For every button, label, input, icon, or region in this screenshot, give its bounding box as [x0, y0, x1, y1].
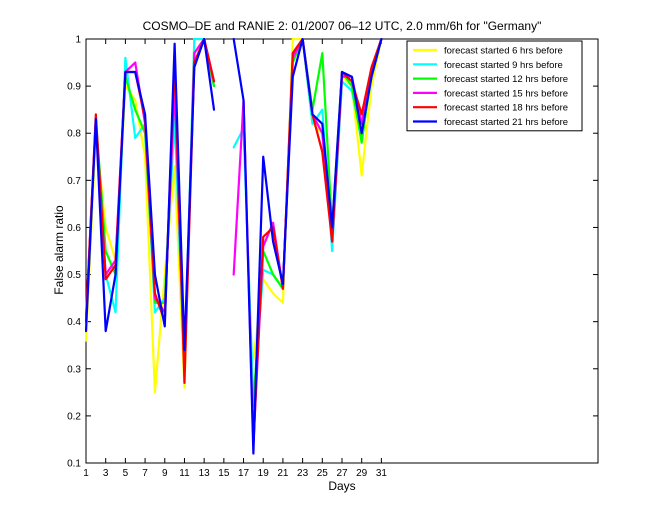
legend-box	[406, 40, 583, 132]
x-tick-label: 11	[179, 468, 190, 479]
y-tick-label: 0.6	[67, 223, 81, 234]
chart-title: COSMO–DE and RANIE 2: 01/2007 06–12 UTC,…	[143, 19, 542, 33]
legend-label-6: forecast started 21 hrs before	[444, 117, 568, 128]
x-tick-label: 13	[199, 468, 211, 479]
legend: forecast started 6 hrs before forecast st…	[406, 40, 583, 132]
y-tick-label: 0.8	[67, 129, 81, 140]
y-axis: 0.1 0.2 0.3 0.4 0.5 0.6 0.7 0.8 0.9 1	[67, 35, 598, 470]
x-tick-label: 19	[258, 468, 270, 479]
x-axis: 1 3 5 7 9 11 13 15 17 19 21 23 25 27 29 31	[83, 39, 387, 479]
x-tick-label: 1	[83, 468, 89, 479]
x-tick-label: 31	[376, 468, 388, 479]
legend-label-4: forecast started 15 hrs before	[444, 88, 568, 99]
x-axis-title: Days	[328, 479, 355, 493]
y-tick-label: 0.4	[67, 317, 81, 328]
y-tick-label: 0.1	[67, 459, 81, 470]
x-tick-label: 3	[103, 468, 109, 479]
y-tick-label: 0.3	[67, 364, 81, 375]
legend-label-1: forecast started 6 hrs before	[444, 46, 563, 57]
y-tick-label: 0.5	[67, 270, 81, 281]
x-tick-label: 27	[336, 468, 348, 479]
legend-label-5: forecast started 18 hrs before	[444, 103, 568, 114]
series-layer	[85, 38, 383, 455]
x-tick-label: 23	[297, 468, 309, 479]
x-tick-label: 25	[317, 468, 329, 479]
x-tick-label: 15	[218, 468, 230, 479]
y-tick-label: 0.9	[67, 82, 81, 93]
legend-label-3: forecast started 12 hrs before	[444, 74, 568, 85]
series-line-6	[85, 38, 383, 455]
y-tick-label: 0.7	[67, 176, 81, 187]
y-tick-label: 1	[75, 35, 81, 46]
x-tick-label: 29	[356, 468, 368, 479]
y-tick-label: 0.2	[67, 411, 81, 422]
y-axis-title: False alarm ratio	[52, 205, 66, 295]
x-tick-label: 7	[142, 468, 148, 479]
x-tick-label: 5	[123, 468, 129, 479]
x-tick-label: 9	[162, 468, 168, 479]
x-tick-label: 17	[238, 468, 250, 479]
x-tick-label: 21	[277, 468, 289, 479]
legend-label-2: forecast started 9 hrs before	[444, 60, 563, 71]
